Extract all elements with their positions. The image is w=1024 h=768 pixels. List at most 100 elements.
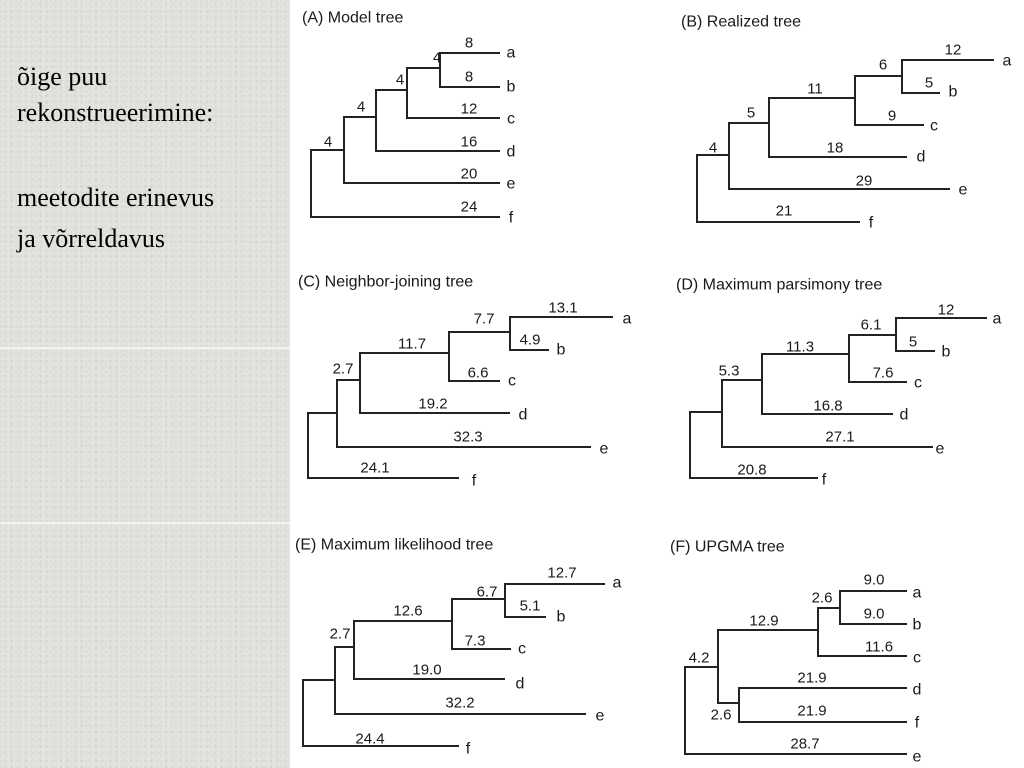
taxon-leaf-label: a xyxy=(913,585,922,602)
taxon-leaf-label: c xyxy=(507,111,515,128)
slide-heading-line: õige puu xyxy=(17,62,108,91)
branch-length-label: 5.3 xyxy=(719,363,740,380)
tree-title: (E) Maximum likelihood tree xyxy=(295,537,493,554)
taxon-leaf-label: d xyxy=(913,682,922,699)
branch-length-label: 9 xyxy=(888,108,896,125)
tree-panel: (D) Maximum parsimony tree 12 6.1 5 11.3 7.6 5… xyxy=(676,277,1002,489)
branch-length-label: 21.9 xyxy=(797,703,826,720)
branch-length-label: 12.6 xyxy=(393,603,422,620)
branch-length-label: 2.6 xyxy=(711,707,732,724)
taxon-leaf-label: e xyxy=(936,441,945,458)
branch-length-label: 20.8 xyxy=(737,462,766,479)
taxon-leaf-label: b xyxy=(557,609,566,626)
taxon-leaf-label: d xyxy=(917,149,926,166)
tree-panel: (F) UPGMA tree 9.0 2.6 9.0 12.9 11.6 4.2 21.9 2.… xyxy=(670,539,922,766)
taxon-leaf-label: f xyxy=(466,741,471,758)
taxon-leaf-label: b xyxy=(942,344,951,361)
branch-length-label: 13.1 xyxy=(548,300,577,317)
branch-length-label: 2.7 xyxy=(333,361,354,378)
taxon-leaf-label: e xyxy=(507,176,516,193)
taxon-leaf-label: c xyxy=(508,373,516,390)
taxon-leaf-label: d xyxy=(507,144,516,161)
branch-length-label: 6.7 xyxy=(477,584,498,601)
taxon-leaf-label: f xyxy=(472,473,477,490)
branch-length-label: 12 xyxy=(938,302,955,319)
branch-length-label: 11.3 xyxy=(786,339,814,356)
taxon-leaf-label: e xyxy=(959,182,968,199)
branch-length-label: 4 xyxy=(324,134,332,151)
branch-length-label: 6 xyxy=(879,57,887,74)
branch-length-label: 9.0 xyxy=(864,606,885,623)
branch-length-label: 4 xyxy=(357,99,365,116)
branch-length-label: 7.3 xyxy=(465,633,486,650)
branch-length-label: 12.7 xyxy=(547,565,576,582)
branch-length-label: 4 xyxy=(433,50,441,67)
branch-length-label: 28.7 xyxy=(790,736,819,753)
branch-length-label: 16.8 xyxy=(813,398,842,415)
branch-length-label: 32.2 xyxy=(445,695,474,712)
taxon-leaf-label: f xyxy=(822,472,827,489)
branch-length-label: 11 xyxy=(807,81,823,98)
taxon-leaf-label: c xyxy=(914,375,922,392)
branch-length-label: 19.0 xyxy=(412,662,441,679)
branch-length-label: 24.1 xyxy=(360,460,389,477)
taxon-leaf-label: d xyxy=(516,676,525,693)
branch-length-label: 18 xyxy=(827,140,844,157)
tree-title: (A) Model tree xyxy=(302,10,403,27)
taxon-leaf-label: b xyxy=(557,342,566,359)
tree-title: (D) Maximum parsimony tree xyxy=(676,277,882,294)
taxon-leaf-label: a xyxy=(1003,53,1012,70)
taxon-leaf-label: a xyxy=(623,311,632,328)
branch-length-label: 5 xyxy=(925,75,933,92)
branch-length-label: 24.4 xyxy=(355,731,384,748)
tree-panel: (B) Realized tree 12 6 5 11 9 5 18 4 29 21 a bcd e f xyxy=(681,14,1012,232)
branch-length-label: 24 xyxy=(461,199,478,216)
tree-panel: (C) Neighbor-joining tree 13.1 7.7 4.9 11.7 6… xyxy=(298,274,632,490)
sidebar-background xyxy=(0,0,290,768)
branch-length-label: 6.1 xyxy=(861,317,882,334)
branch-length-label: 12.9 xyxy=(749,613,778,630)
branch-length-label: 19.2 xyxy=(418,396,447,413)
branch-length-label: 11.6 xyxy=(865,639,893,656)
taxon-leaf-label: e xyxy=(913,749,922,766)
branch-length-label: 2.6 xyxy=(812,590,833,607)
branch-length-label: 6.6 xyxy=(468,365,489,382)
branch-length-label: 8 xyxy=(465,35,473,52)
taxon-leaf-label: b xyxy=(949,84,958,101)
branch-length-label: 7.6 xyxy=(873,365,894,382)
branch-length-label: 9.0 xyxy=(864,572,885,589)
branch-length-label: 11.7 xyxy=(398,336,426,353)
branch-length-label: 5 xyxy=(909,334,917,351)
taxon-leaf-label: c xyxy=(518,641,526,658)
taxon-leaf-label: f xyxy=(509,210,514,227)
taxon-leaf-label: c xyxy=(913,650,921,667)
branch-length-label: 7.7 xyxy=(474,311,495,328)
branch-length-label: 12 xyxy=(461,101,478,118)
taxon-leaf-label: a xyxy=(613,575,622,592)
branch-length-label: 5.1 xyxy=(520,598,541,615)
branch-length-label: 4 xyxy=(709,140,717,157)
branch-length-label: 2.7 xyxy=(330,626,351,643)
slide-heading-line: rekonstrueerimine: xyxy=(17,98,214,127)
slide-subheading-line: ja võrreldavus xyxy=(17,224,166,253)
branch-length-label: 4.9 xyxy=(520,332,541,349)
tree-panel: (E) Maximum likelihood tree 12.7 6.7 5.1 12.… xyxy=(295,537,622,758)
taxon-leaf-label: a xyxy=(993,311,1002,328)
branch-length-label: 4.2 xyxy=(689,650,710,667)
taxon-leaf-label: a xyxy=(507,45,516,62)
branch-length-label: 8 xyxy=(465,69,473,86)
branch-length-label: 16 xyxy=(461,134,478,151)
taxon-leaf-label: f xyxy=(915,715,920,732)
branch-length-label: 4 xyxy=(396,72,404,89)
branch-length-label: 5 xyxy=(747,105,755,122)
taxon-leaf-label: c xyxy=(930,118,938,135)
taxon-leaf-label: d xyxy=(519,407,528,424)
branch-length-label: 32.3 xyxy=(453,429,482,446)
slide-subheading-line: meetodite erinevus xyxy=(17,183,215,212)
tree-title: (B) Realized tree xyxy=(681,14,801,31)
taxon-leaf-label: d xyxy=(900,407,909,424)
taxon-leaf-label: e xyxy=(600,441,609,458)
taxon-leaf-label: e xyxy=(596,708,605,725)
sidebar-divider xyxy=(0,522,290,524)
